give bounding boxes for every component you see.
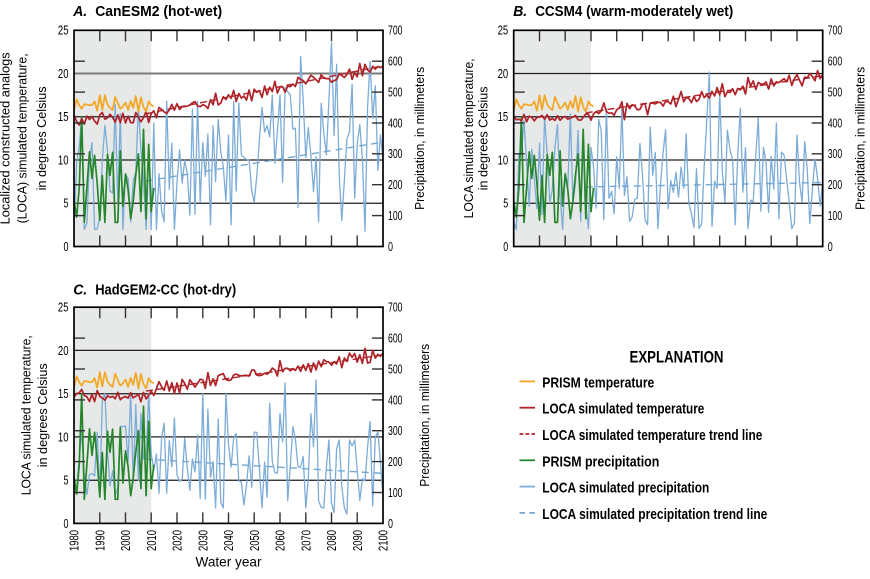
svg-text:20: 20 [58, 66, 69, 81]
svg-text:EXPLANATION: EXPLANATION [630, 348, 724, 366]
svg-text:5: 5 [64, 196, 69, 211]
svg-text:Water year: Water year [196, 554, 262, 570]
svg-text:300: 300 [388, 423, 403, 438]
svg-text:C.: C. [73, 282, 87, 298]
svg-text:1980: 1980 [67, 530, 82, 551]
svg-text:200: 200 [388, 177, 403, 192]
svg-text:A.: A. [72, 4, 87, 20]
svg-text:200: 200 [828, 177, 843, 192]
svg-text:LOCA simulated precipitation t: LOCA simulated precipitation trend line [542, 506, 767, 523]
svg-text:700: 700 [388, 23, 403, 38]
svg-text:400: 400 [828, 115, 843, 130]
svg-text:2090: 2090 [350, 530, 365, 551]
svg-text:LOCA simulated temperature tre: LOCA simulated temperature trend line [542, 427, 762, 444]
svg-text:10: 10 [498, 152, 509, 167]
svg-text:20: 20 [498, 66, 509, 81]
svg-text:Precipitation, in millimeters: Precipitation, in millimeters [412, 67, 427, 210]
svg-text:700: 700 [828, 23, 843, 38]
svg-text:(LOCA) simulated temperature,: (LOCA) simulated temperature, [15, 53, 30, 223]
svg-text:CCSM4 (warm-moderately wet): CCSM4 (warm-moderately wet) [535, 4, 733, 20]
svg-text:0: 0 [64, 516, 69, 531]
svg-text:0: 0 [828, 239, 833, 254]
svg-text:100: 100 [388, 485, 403, 500]
svg-text:400: 400 [388, 392, 403, 407]
svg-text:25: 25 [58, 23, 69, 38]
svg-text:Localized constructed analogs: Localized constructed analogs [0, 52, 13, 224]
svg-text:0: 0 [388, 239, 393, 254]
svg-text:2000: 2000 [118, 530, 133, 551]
svg-text:Precipitation, in millimeters: Precipitation, in millimeters [853, 67, 868, 210]
svg-text:15: 15 [498, 109, 509, 124]
svg-text:LOCA simulated temperature,: LOCA simulated temperature, [461, 58, 476, 218]
svg-text:2020: 2020 [170, 530, 185, 551]
svg-text:in degrees Celsius: in degrees Celsius [35, 363, 50, 467]
svg-text:10: 10 [58, 152, 69, 167]
svg-text:15: 15 [58, 386, 69, 401]
svg-text:2040: 2040 [221, 530, 236, 551]
svg-text:in degrees Celsius: in degrees Celsius [34, 86, 49, 190]
svg-text:1990: 1990 [92, 530, 107, 551]
svg-text:600: 600 [828, 54, 843, 69]
svg-text:25: 25 [498, 23, 509, 38]
svg-text:B.: B. [513, 4, 527, 20]
svg-text:5: 5 [503, 196, 508, 211]
svg-text:PRISM temperature: PRISM temperature [542, 374, 654, 391]
svg-text:300: 300 [828, 146, 843, 161]
svg-text:2100: 2100 [376, 530, 391, 551]
svg-text:LOCA simulated precipitation: LOCA simulated precipitation [542, 480, 709, 497]
svg-text:2010: 2010 [144, 530, 159, 551]
svg-text:LOCA simulated temperature,: LOCA simulated temperature, [19, 335, 34, 495]
svg-text:2050: 2050 [247, 530, 262, 551]
svg-text:LOCA simulated temperature: LOCA simulated temperature [542, 401, 704, 418]
svg-text:700: 700 [388, 300, 403, 315]
svg-text:5: 5 [64, 473, 69, 488]
svg-text:HadGEM2-CC (hot-dry): HadGEM2-CC (hot-dry) [95, 282, 236, 298]
svg-text:100: 100 [388, 208, 403, 223]
svg-text:in degrees Celsius: in degrees Celsius [476, 86, 491, 190]
svg-text:0: 0 [64, 239, 69, 254]
svg-text:500: 500 [828, 84, 843, 99]
svg-text:2070: 2070 [298, 530, 313, 551]
svg-text:500: 500 [388, 361, 403, 376]
svg-text:2030: 2030 [195, 530, 210, 551]
svg-text:15: 15 [58, 109, 69, 124]
svg-text:600: 600 [388, 54, 403, 69]
svg-text:2060: 2060 [273, 530, 288, 551]
svg-text:100: 100 [828, 208, 843, 223]
svg-text:400: 400 [388, 115, 403, 130]
svg-text:10: 10 [58, 429, 69, 444]
svg-text:300: 300 [388, 146, 403, 161]
svg-text:2080: 2080 [324, 530, 339, 551]
svg-text:600: 600 [388, 330, 403, 345]
svg-text:500: 500 [388, 84, 403, 99]
svg-text:0: 0 [388, 516, 393, 531]
svg-text:200: 200 [388, 454, 403, 469]
svg-text:PRISM precipitation: PRISM precipitation [542, 453, 659, 470]
svg-text:Precipitation, in millimeters: Precipitation, in millimeters [417, 344, 432, 487]
svg-text:0: 0 [503, 239, 508, 254]
svg-text:CanESM2 (hot-wet): CanESM2 (hot-wet) [95, 4, 222, 20]
svg-text:20: 20 [58, 343, 69, 358]
svg-text:25: 25 [58, 300, 69, 315]
